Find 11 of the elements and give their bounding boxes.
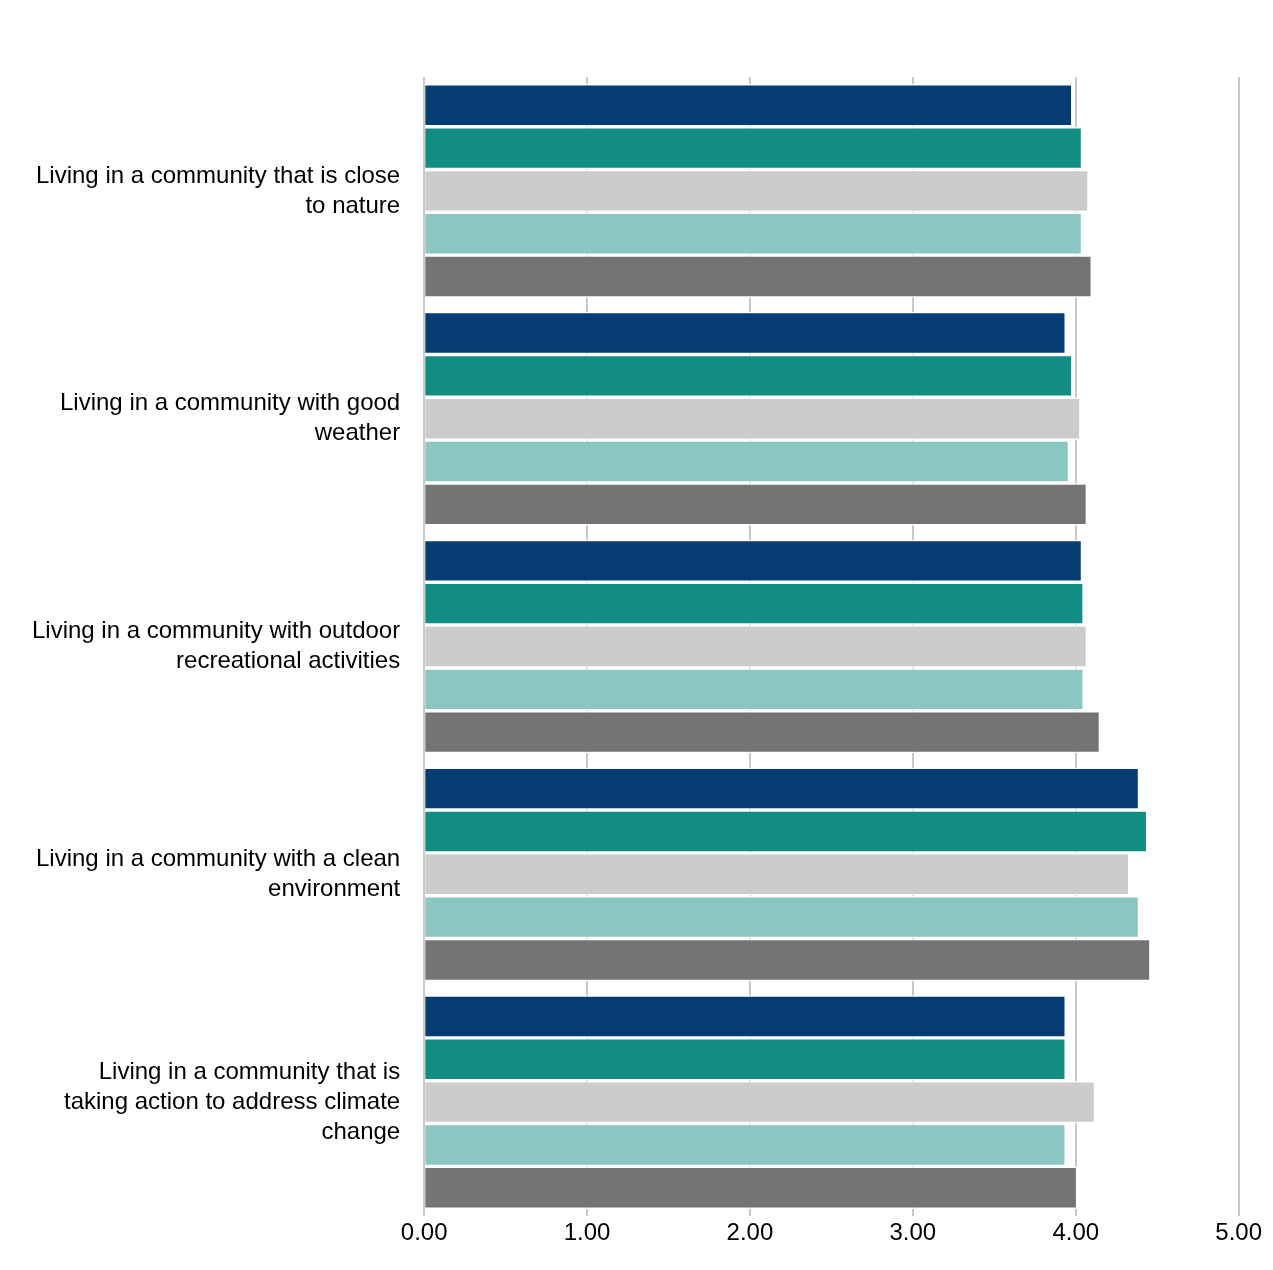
x-tick-label: 2.00 [726,1218,774,1246]
x-tick-label: 0.00 [400,1218,448,1246]
x-tick-label: 4.00 [1052,1218,1100,1246]
y-tick-label: Living in a community that is taking action to address climate change [63,1056,401,1144]
y-tick-label: Living in a community with outdoor recreational activities [31,616,401,674]
y-tick-label: Living in a community that is close to nature [36,160,401,218]
x-tick-label: 3.00 [889,1218,937,1246]
y-tick-label: Living in a community with a clean environment [36,843,401,901]
x-tick-label: 5.00 [1215,1218,1262,1246]
y-tick-label: Living in a community with good weather [60,388,401,446]
x-tick-label: 1.00 [563,1218,611,1246]
